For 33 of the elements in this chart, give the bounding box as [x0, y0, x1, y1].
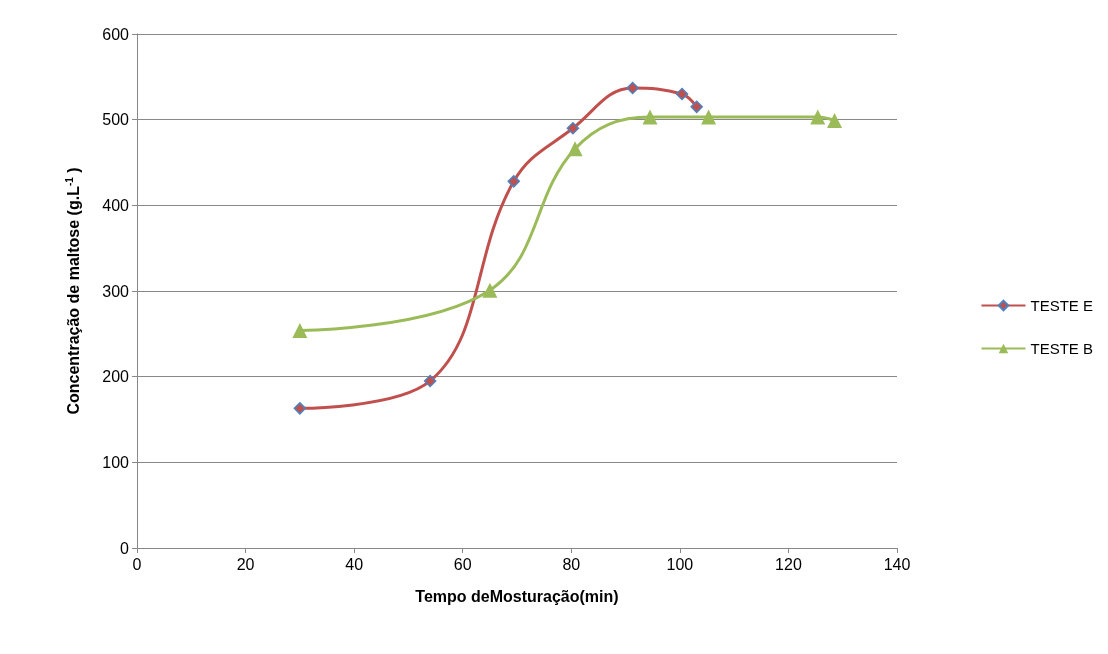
y-tick-label: 200 — [102, 368, 130, 386]
point — [292, 322, 308, 338]
x-tick-label: 80 — [562, 555, 581, 573]
y-tick-label: 500 — [102, 111, 130, 129]
point — [701, 109, 717, 125]
point — [566, 121, 580, 135]
point — [423, 374, 437, 388]
point — [675, 87, 689, 101]
point — [507, 175, 520, 188]
point — [482, 282, 498, 298]
y-tick-label: 0 — [120, 539, 130, 557]
point — [293, 402, 307, 415]
y-tick-label: 300 — [102, 282, 130, 300]
point — [827, 113, 843, 129]
x-tick-label: 120 — [775, 555, 802, 573]
point — [642, 109, 658, 125]
point — [626, 81, 639, 95]
point — [567, 141, 583, 157]
y-tick-label: 400 — [102, 196, 130, 214]
point — [810, 109, 826, 125]
y-tick-label: 600 — [102, 25, 130, 43]
x-tick-label: 0 — [132, 555, 142, 573]
y-tick-label: 100 — [102, 453, 130, 471]
point — [690, 100, 703, 114]
x-tick-label: 100 — [666, 555, 694, 573]
y-axis-title: Concentração de maltose (g.L-1 ) — [63, 167, 82, 415]
x-axis-title: Tempo deMosturação(min) — [415, 587, 619, 605]
x-tick-label: 140 — [883, 555, 911, 573]
x-tick-label: 20 — [236, 555, 255, 573]
x-tick-label: 40 — [345, 555, 364, 573]
x-tick-label: 60 — [453, 555, 472, 573]
legend-label: TESTE B — [1030, 340, 1093, 357]
legend-label: TESTE E — [1030, 297, 1093, 314]
